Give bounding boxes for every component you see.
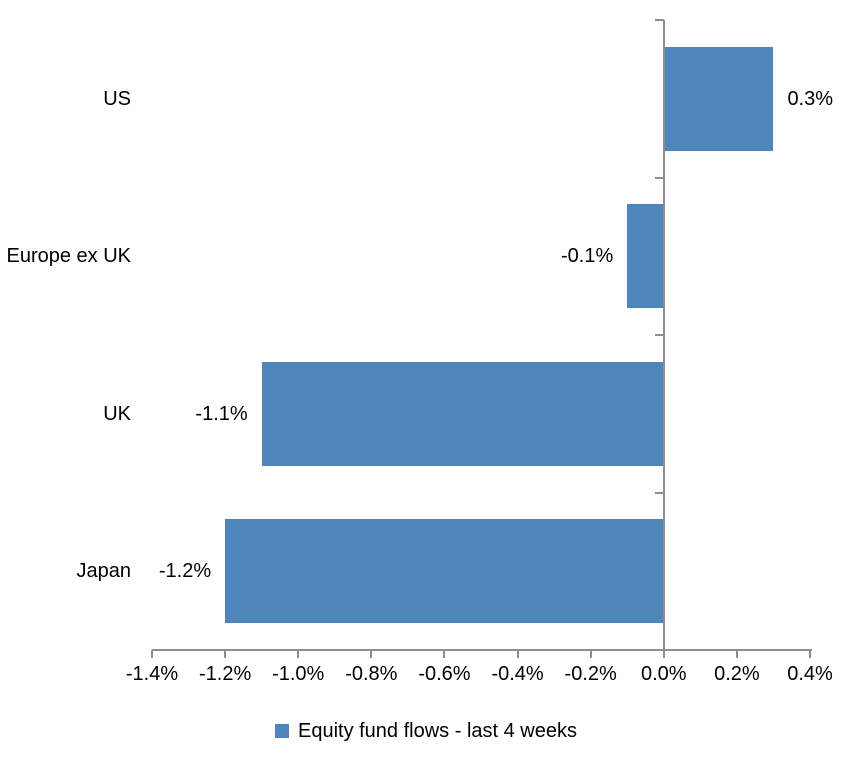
- x-tick: [809, 650, 811, 658]
- value-label-us: 0.3%: [787, 87, 834, 110]
- y-axis-line: [662, 20, 665, 658]
- x-tick-label: 0.4%: [787, 663, 833, 685]
- x-tick-label: -0.4%: [491, 663, 544, 685]
- x-tick-label: -1.4%: [125, 663, 179, 685]
- value-label-europe-ex-uk: -0.1%: [560, 245, 614, 268]
- x-tick: [516, 650, 519, 658]
- x-tick: [370, 650, 373, 658]
- x-tick: [443, 650, 446, 658]
- x-axis-line: [152, 649, 812, 651]
- x-tick-label: -0.6%: [418, 663, 471, 685]
- y-tick: [654, 19, 664, 21]
- bar-uk: [261, 361, 664, 466]
- x-tick-label: -1.2%: [198, 663, 252, 685]
- value-label-uk: -1.1%: [195, 402, 248, 425]
- category-label-us: US: [103, 87, 131, 110]
- y-tick: [654, 334, 664, 336]
- bar-japan: [225, 519, 664, 624]
- x-tick: [297, 650, 300, 658]
- legend-label: Equity fund flows - last 4 weeks: [297, 719, 577, 742]
- x-tick: [151, 650, 153, 658]
- category-label-uk: UK: [103, 402, 131, 425]
- x-tick-label: 0.2%: [714, 663, 760, 685]
- value-label-japan: -1.2%: [158, 560, 212, 583]
- legend-swatch-icon: [274, 724, 289, 738]
- x-tick-label: -1.0%: [272, 663, 325, 685]
- y-tick: [654, 491, 664, 494]
- bar-europe-ex-uk: [627, 204, 664, 309]
- y-tick: [654, 176, 664, 179]
- x-tick: [224, 650, 227, 658]
- category-label-japan: Japan: [76, 560, 132, 583]
- x-tick-label: -0.8%: [345, 663, 398, 685]
- x-tick-label: 0.0%: [640, 663, 687, 685]
- legend: Equity fund flows - last 4 weeks: [0, 717, 852, 745]
- category-label-europe-ex-uk: Europe ex UK: [6, 245, 131, 268]
- x-tick-label: -0.2%: [564, 663, 617, 685]
- bar-us: [663, 46, 774, 151]
- x-tick: [589, 650, 592, 658]
- x-tick: [735, 650, 738, 658]
